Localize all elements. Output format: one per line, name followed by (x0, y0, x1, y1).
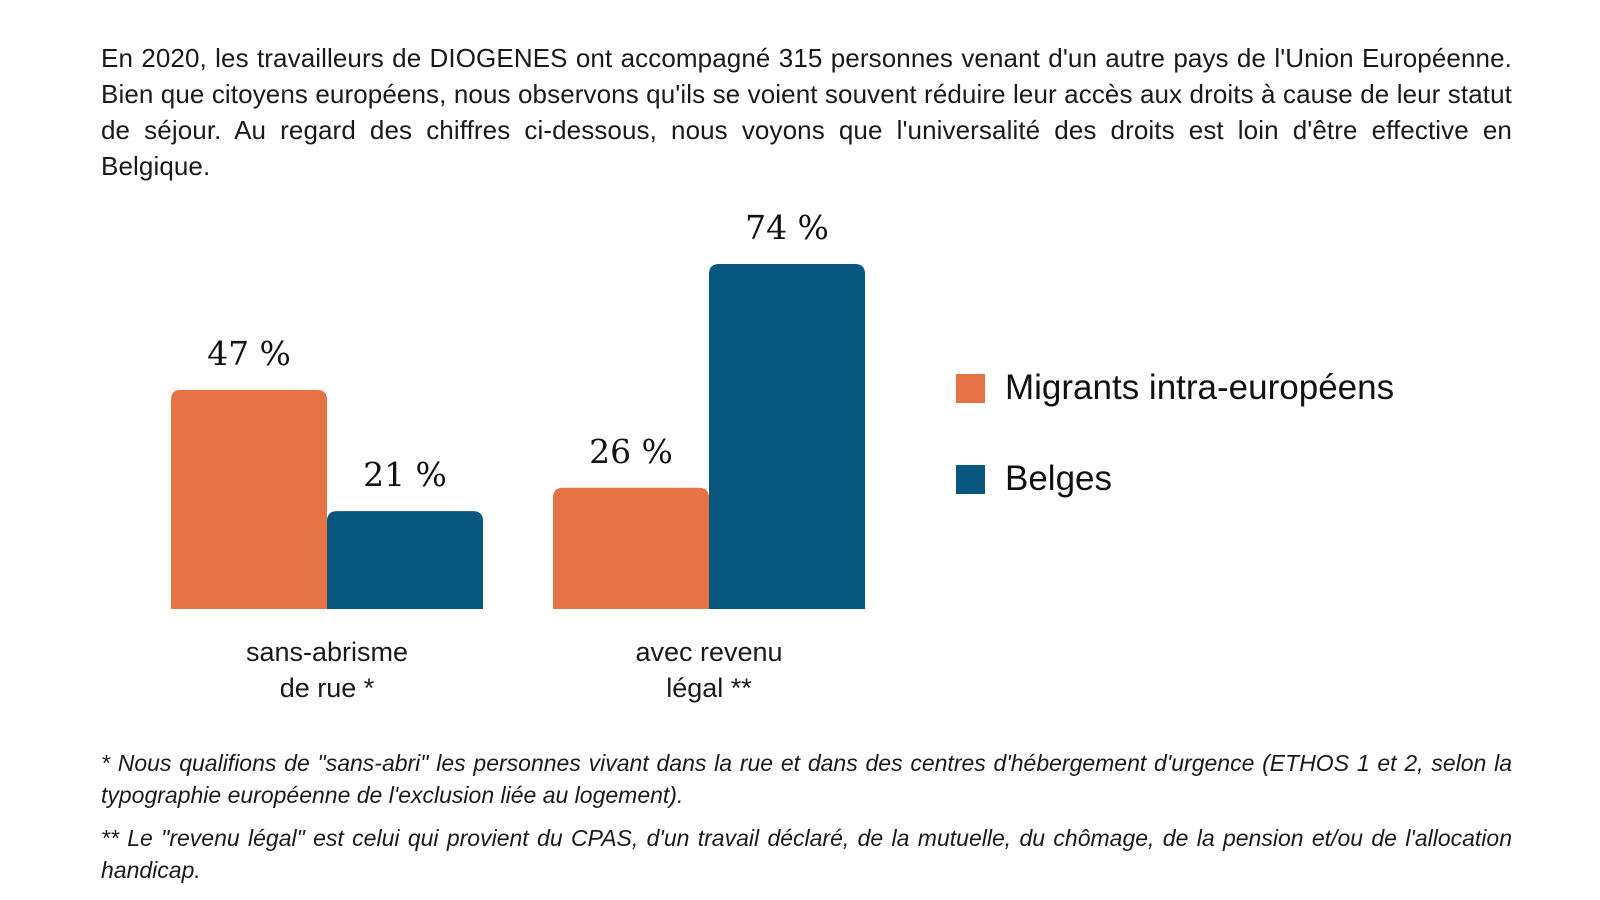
legend-swatch-migrants (956, 373, 985, 403)
legend-label-migrants: Migrants intra-européens (1005, 368, 1395, 407)
value-label-belges-sans-abrisme: 21 % (363, 455, 447, 494)
category-label-sans-abrisme-line-2: de rue * (280, 673, 375, 703)
footnotes: * Nous qualifions de "sans-abri" les per… (101, 747, 1512, 897)
bar-belges-revenu-legal (709, 264, 865, 609)
category-label-sans-abrisme-line-1: sans-abrisme (246, 637, 408, 667)
bar-migrants-sans-abrisme (171, 389, 327, 609)
intro-paragraph: En 2020, les travailleurs de DIOGENES on… (101, 43, 1512, 181)
legend-item-belges: Belges (956, 459, 1394, 499)
legend-swatch-belges (956, 464, 985, 494)
bar-belges-sans-abrisme (327, 511, 483, 609)
legend-label-belges: Belges (1005, 459, 1113, 498)
footnote-sans-abri: * Nous qualifions de "sans-abri" les per… (101, 750, 1512, 808)
footnote-revenu-legal: ** Le "revenu légal" est celui qui provi… (101, 825, 1512, 883)
value-label-migrants-sans-abrisme: 47 % (207, 334, 291, 373)
bar-migrants-revenu-legal (553, 487, 709, 609)
value-label-belges-revenu-legal: 74 % (745, 208, 829, 247)
legend-item-migrants: Migrants intra-européens (956, 368, 1394, 408)
category-label-revenu-legal-line-2: légal ** (666, 673, 752, 703)
value-label-migrants-revenu-legal: 26 % (589, 432, 673, 471)
chart-legend: Migrants intra-européens Belges (956, 368, 1394, 550)
category-label-revenu-legal-line-1: avec revenu (635, 637, 782, 667)
